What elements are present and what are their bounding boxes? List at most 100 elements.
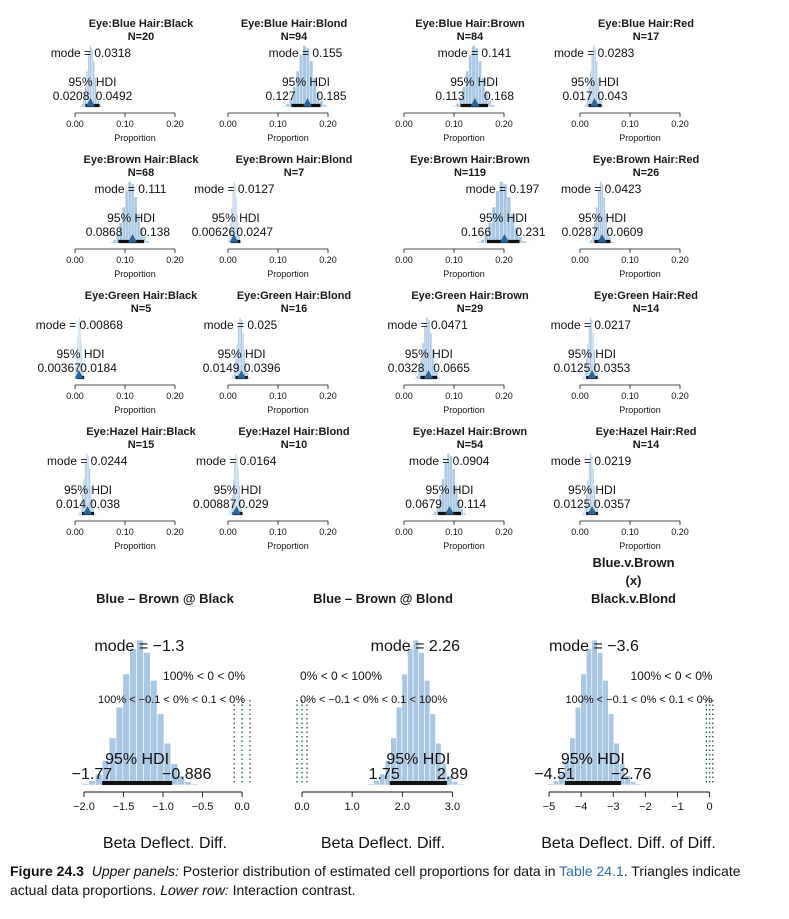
cell-panel: 0.00 0.10 0.20 Proportion Eye:Hazel Hair:Bro… bbox=[395, 426, 527, 551]
x-tick-label: 0.00 bbox=[395, 391, 413, 401]
x-tick-label: 0.20 bbox=[495, 119, 513, 129]
cell-panel: 0.00 0.10 0.20 Proportion Eye:Hazel Hair:Blo… bbox=[193, 426, 350, 551]
data-proportion-triangle bbox=[237, 370, 246, 379]
hdi-low-label: 0.014 bbox=[56, 497, 86, 511]
x-tick-label: 0.20 bbox=[319, 119, 337, 129]
histogram-bar bbox=[148, 242, 153, 244]
cell-panel: 0.00 0.10 0.20 Proportion Eye:Green Hair:Bla… bbox=[36, 290, 198, 415]
x-axis-label: Proportion bbox=[443, 133, 485, 143]
panel-title: Blue – Brown @ Blond bbox=[313, 591, 453, 606]
x-tick-label: 0.10 bbox=[621, 391, 639, 401]
x-tick-label: −0.5 bbox=[192, 801, 214, 813]
caption-table-link[interactable]: Table 24.1 bbox=[559, 863, 624, 879]
histogram-bar bbox=[84, 378, 86, 380]
histogram-bar bbox=[170, 763, 179, 786]
histogram-bar bbox=[232, 375, 234, 380]
data-proportion-triangle bbox=[500, 234, 509, 243]
contrast-panel: 0.0 1.0 2.0 3.0 Beta Deflect. Diff. Blue – Br… bbox=[294, 591, 468, 852]
mode-label: mode = −3.6 bbox=[549, 638, 639, 655]
histogram-bar bbox=[460, 508, 464, 516]
x-tick-label: 0.00 bbox=[219, 255, 237, 265]
histogram-bar bbox=[100, 106, 103, 108]
x-tick-label: 0.20 bbox=[166, 527, 184, 537]
panel-subtitle: N=29 bbox=[457, 303, 484, 315]
hdi-high-label: 0.038 bbox=[90, 497, 120, 511]
x-tick-label: 0.10 bbox=[269, 255, 287, 265]
histogram-bar bbox=[462, 512, 466, 516]
data-proportion-triangle bbox=[587, 370, 597, 379]
caption-figure-number: Figure 24.3 bbox=[10, 863, 84, 879]
panel-title: Blue.v.Brown bbox=[592, 555, 674, 570]
x-tick-label: 1.0 bbox=[345, 801, 360, 813]
hdi-high-label: 0.043 bbox=[598, 89, 628, 103]
histogram-bar bbox=[446, 775, 453, 786]
histogram-bar bbox=[414, 377, 417, 380]
histogram-bar bbox=[603, 106, 606, 108]
caption-lower-text: Interaction contrast. bbox=[228, 882, 356, 898]
panel-title: Eye:Hazel Hair:Black bbox=[86, 426, 196, 438]
hdi-label: 95% HDI bbox=[386, 751, 450, 768]
x-tick-label: 0.10 bbox=[269, 527, 287, 537]
histogram-bar bbox=[635, 783, 642, 786]
x-tick-label: 0.0 bbox=[234, 801, 249, 813]
histogram-bar bbox=[487, 100, 492, 108]
hdi-high-label: 0.0396 bbox=[244, 361, 281, 375]
histogram-bar bbox=[476, 241, 481, 244]
histogram-bar bbox=[228, 513, 230, 516]
hdi-label: 95% HDI bbox=[107, 211, 155, 225]
x-tick-label: 0 bbox=[707, 801, 713, 813]
histogram-bar bbox=[439, 378, 442, 380]
x-tick-label: 0.00 bbox=[571, 255, 589, 265]
panel-title: Black.v.Blond bbox=[591, 591, 676, 606]
hdi-high-label: 0.0609 bbox=[606, 225, 643, 239]
histogram-bar bbox=[525, 242, 530, 244]
histogram-bar bbox=[78, 511, 81, 516]
hdi-label: 95% HDI bbox=[405, 347, 453, 361]
x-tick-label: 0.0 bbox=[294, 801, 309, 813]
x-axis-label: Proportion bbox=[443, 405, 485, 415]
mode-label: mode = 0.0471 bbox=[387, 318, 468, 332]
x-tick-label: 0.10 bbox=[269, 391, 287, 401]
panel-title: Eye:Hazel Hair:Brown bbox=[413, 426, 528, 438]
x-tick-label: 0.00 bbox=[219, 527, 237, 537]
cell-panel: 0.00 0.10 0.20 Proportion Eye:Blue Hair:Blac… bbox=[51, 18, 194, 143]
histogram-bar bbox=[490, 104, 495, 108]
histogram-bar bbox=[581, 513, 584, 516]
panel-title: Eye:Green Hair:Red bbox=[594, 290, 698, 302]
data-proportion-triangle bbox=[597, 234, 607, 243]
x-tick-label: 0.10 bbox=[116, 255, 134, 265]
histogram-bar bbox=[326, 106, 330, 108]
x-tick-label: 0.00 bbox=[219, 119, 237, 129]
hdi-low-label: 0.0208 bbox=[53, 89, 90, 103]
x-tick-label: −2 bbox=[639, 801, 652, 813]
hdi-low-label: 0.0679 bbox=[405, 497, 442, 511]
hdi-high-label: 0.029 bbox=[239, 497, 269, 511]
mode-label: mode = 0.025 bbox=[204, 318, 278, 332]
mode-label: mode = 0.0127 bbox=[194, 182, 275, 196]
histogram-bar bbox=[590, 239, 593, 244]
x-tick-label: 3.0 bbox=[445, 801, 460, 813]
x-tick-label: 0.00 bbox=[571, 527, 589, 537]
panel-title: Eye:Green Hair:Brown bbox=[411, 290, 529, 302]
x-axis-label: Proportion bbox=[443, 269, 485, 279]
hdi-high-label: 0.138 bbox=[140, 225, 170, 239]
histogram-bar bbox=[247, 376, 250, 380]
hdi-label: 95% HDI bbox=[568, 347, 616, 361]
histogram-bar bbox=[177, 775, 185, 786]
hdi-low-label: 0.113 bbox=[435, 89, 464, 103]
hdi-label: 95% HDI bbox=[105, 751, 169, 768]
data-proportion-triangle bbox=[587, 506, 597, 515]
panel-subtitle: N=94 bbox=[281, 31, 308, 43]
figure-caption: Figure 24.3 Upper panels: Posterior dist… bbox=[10, 862, 780, 900]
x-tick-label: 0.00 bbox=[66, 391, 84, 401]
panel-title: Eye:Brown Hair:Black bbox=[84, 154, 200, 166]
data-proportion-triangle bbox=[590, 98, 599, 107]
histogram-bar bbox=[115, 706, 124, 786]
hdi-label: 95% HDI bbox=[450, 75, 498, 89]
x-tick-label: 0.10 bbox=[445, 391, 463, 401]
histogram-bar bbox=[585, 103, 588, 108]
panel-title: (x) bbox=[626, 573, 642, 588]
hdi-label: 95% HDI bbox=[571, 75, 619, 89]
hdi-low-label: 0.017 bbox=[562, 89, 592, 103]
histogram-bar bbox=[81, 103, 84, 108]
